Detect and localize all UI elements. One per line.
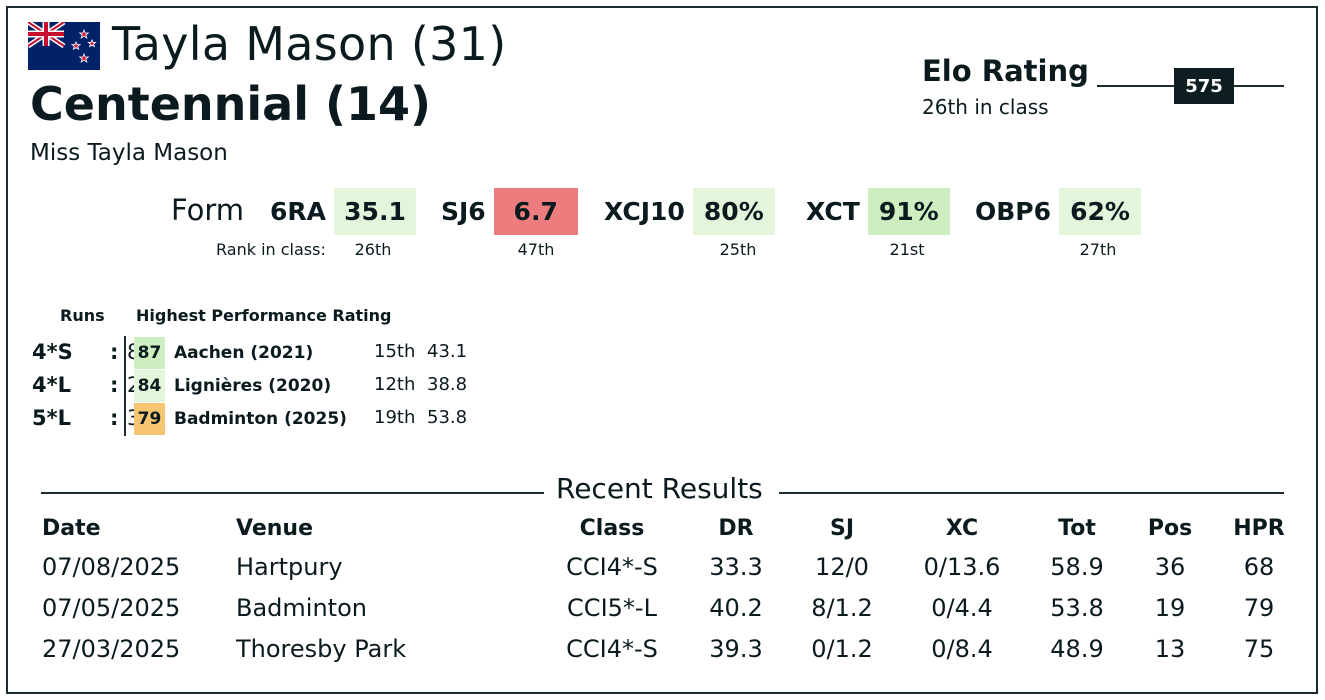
run-level: 4*L — [32, 373, 71, 397]
result-class: CCI5*-L — [567, 594, 657, 622]
result-class: CCI4*-S — [566, 635, 658, 663]
result-sj: 0/1.2 — [811, 635, 873, 663]
col-header-dr: DR — [718, 516, 754, 541]
form-rank: 47th — [517, 240, 555, 259]
elo-title: Elo Rating — [922, 54, 1089, 88]
new-zealand-flag-icon — [28, 22, 100, 70]
result-pos: 36 — [1154, 553, 1186, 581]
run-colon: : — [110, 340, 119, 364]
hpr-position: 15th — [374, 341, 416, 362]
hpr-position: 12th — [374, 374, 416, 395]
result-xc: 0/8.4 — [931, 635, 993, 663]
hpr-header: Highest Performance Rating — [136, 306, 392, 325]
result-venue: Thoresby Park — [236, 635, 407, 663]
result-dr: 39.3 — [709, 635, 763, 663]
runs-divider — [124, 336, 126, 436]
result-hpr: 75 — [1243, 635, 1275, 663]
hpr-event: Aachen (2021) — [174, 343, 314, 363]
hpr-result-score: 53.8 — [427, 407, 468, 428]
form-value: 62% — [1059, 188, 1142, 235]
hpr-event: Lignières (2020) — [174, 376, 332, 396]
result-dr: 33.3 — [709, 553, 763, 581]
form-rank: 25th — [719, 240, 757, 259]
profile-card — [6, 6, 1318, 694]
result-date: 07/05/2025 — [42, 594, 181, 622]
result-hpr: 68 — [1243, 553, 1275, 581]
form-item-6ra: 6RA 35.1 — [270, 188, 416, 235]
form-value: 91% — [867, 188, 950, 235]
result-xc: 0/13.6 — [923, 553, 1001, 581]
result-pos: 19 — [1154, 594, 1186, 622]
form-item-xct: XCT 91% — [806, 188, 950, 235]
form-item-obp6: OBP6 62% — [975, 188, 1142, 235]
result-date: 27/03/2025 — [42, 635, 181, 663]
run-colon: : — [110, 406, 119, 430]
col-header-venue: Venue — [236, 516, 313, 541]
result-sj: 12/0 — [815, 553, 869, 581]
col-header-date: Date — [42, 516, 101, 541]
result-sj: 8/1.2 — [811, 594, 873, 622]
recent-divider-left — [41, 492, 544, 494]
result-pos: 13 — [1154, 635, 1186, 663]
hpr-result-score: 38.8 — [427, 374, 468, 395]
run-colon: : — [110, 373, 119, 397]
result-hpr: 79 — [1243, 594, 1275, 622]
run-level: 4*S — [32, 340, 73, 364]
result-xc: 0/4.4 — [931, 594, 993, 622]
col-header-pos: Pos — [1147, 516, 1193, 541]
horse-name: Centennial (14) — [30, 77, 432, 131]
hpr-position: 19th — [374, 407, 416, 428]
col-header-xc: XC — [945, 516, 979, 541]
form-code: OBP6 — [975, 197, 1052, 226]
form-code: XCT — [806, 197, 860, 226]
result-tot: 48.9 — [1050, 635, 1104, 663]
hpr-score-badge: 79 — [134, 403, 165, 435]
result-venue: Badminton — [236, 594, 367, 622]
form-code: XCJ10 — [604, 197, 685, 226]
form-value: 35.1 — [334, 188, 416, 235]
form-label: Form — [171, 193, 245, 227]
hpr-score-badge: 87 — [134, 337, 165, 369]
result-tot: 58.9 — [1050, 553, 1104, 581]
col-header-sj: SJ — [829, 516, 855, 541]
result-tot: 53.8 — [1050, 594, 1104, 622]
hpr-event: Badminton (2025) — [174, 409, 347, 429]
form-value: 6.7 — [493, 188, 578, 235]
form-rank: 21st — [889, 240, 925, 259]
rank-in-class-label: Rank in class: — [216, 240, 326, 259]
run-row: 5*L : 3 79 Badminton (2025) 19th 53.8 — [30, 403, 490, 435]
elo-value-badge: 575 — [1174, 68, 1234, 104]
runs-header: Runs — [60, 306, 105, 325]
result-date: 07/08/2025 — [42, 553, 181, 581]
col-header-hpr: HPR — [1233, 516, 1285, 541]
recent-results-title: Recent Results — [556, 472, 763, 505]
result-dr: 40.2 — [709, 594, 763, 622]
run-row: 4*S : 8 87 Aachen (2021) 15th 43.1 — [30, 337, 490, 369]
form-value: 80% — [692, 188, 775, 235]
run-row: 4*L : 2 84 Lignières (2020) 12th 38.8 — [30, 370, 490, 402]
col-header-class: Class — [579, 516, 645, 541]
elo-rank: 26th in class — [922, 95, 1049, 119]
result-venue: Hartpury — [236, 553, 343, 581]
run-level: 5*L — [32, 406, 71, 430]
recent-divider-right — [779, 492, 1284, 494]
result-class: CCI4*-S — [566, 553, 658, 581]
form-rank: 26th — [354, 240, 392, 259]
form-item-xcj10: XCJ10 80% — [604, 188, 775, 235]
rider-name: Tayla Mason (31) — [112, 17, 507, 71]
form-item-sj6: SJ6 6.7 — [441, 188, 578, 235]
owner-name: Miss Tayla Mason — [30, 140, 228, 166]
hpr-score-badge: 84 — [134, 370, 165, 402]
form-code: 6RA — [270, 197, 326, 226]
form-code: SJ6 — [441, 197, 486, 226]
form-rank: 27th — [1079, 240, 1117, 259]
col-header-tot: Tot — [1058, 516, 1096, 541]
hpr-result-score: 43.1 — [427, 341, 468, 362]
